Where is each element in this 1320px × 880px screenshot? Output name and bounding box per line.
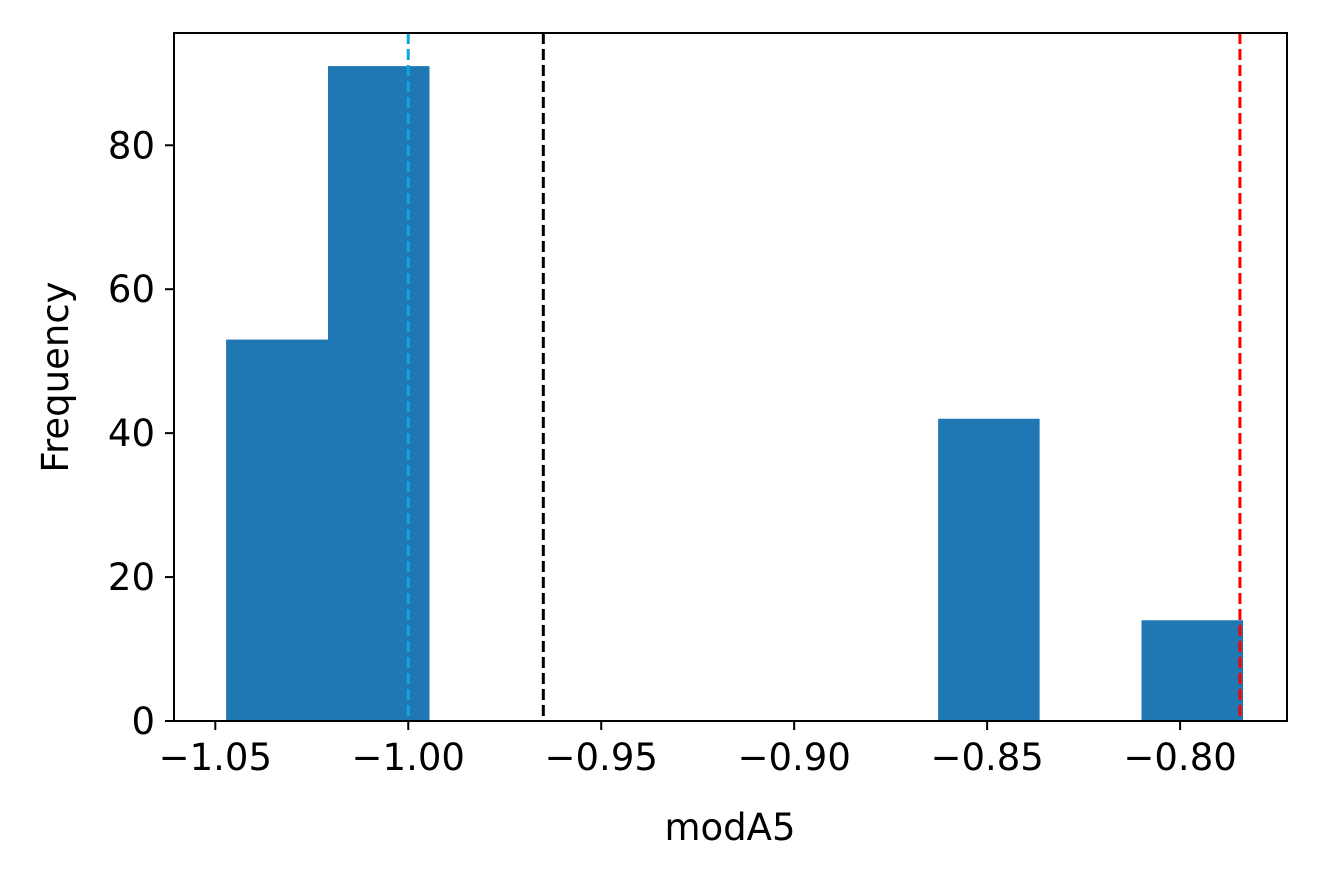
histogram-bar: [1141, 620, 1244, 721]
x-axis-label: modA5: [664, 806, 795, 849]
y-axis-ticks: 0 20 40 60 80: [108, 124, 174, 743]
x-tick-label: −0.80: [1123, 736, 1236, 779]
y-tick-label: 60: [108, 268, 155, 311]
histogram-bars: [226, 66, 1244, 721]
histogram-bar: [327, 66, 430, 721]
y-tick-label: 40: [108, 412, 155, 455]
x-tick-label: −0.95: [545, 736, 658, 779]
y-tick-label: 20: [108, 556, 155, 599]
histogram-bar: [226, 339, 328, 721]
plot-frame: [173, 32, 1288, 722]
y-tick-label: 0: [131, 700, 155, 743]
x-axis-ticks: −1.05 −1.00 −0.95 −0.90 −0.85 −0.80: [159, 721, 1237, 779]
y-axis-label: Frequency: [34, 281, 77, 472]
reference-lines: [406, 33, 1242, 721]
x-tick-label: −0.90: [737, 736, 850, 779]
x-tick-label: −1.05: [159, 736, 272, 779]
x-tick-label: −1.00: [352, 736, 465, 779]
histogram-bar: [938, 418, 1040, 721]
y-tick-label: 80: [108, 124, 155, 167]
x-tick-label: −0.85: [930, 736, 1043, 779]
